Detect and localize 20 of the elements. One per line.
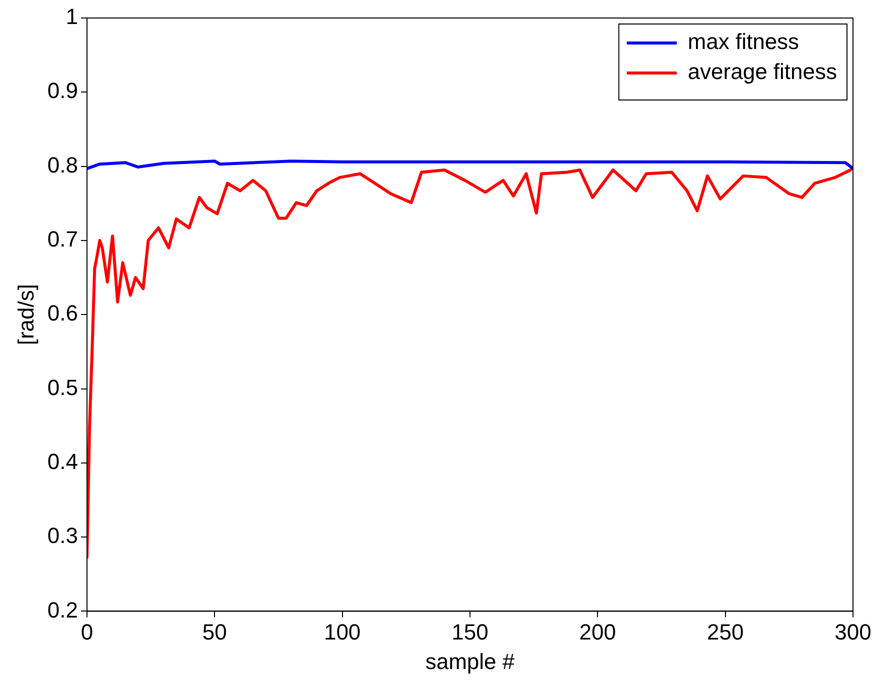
y-tick-label: 0.8 xyxy=(47,152,78,178)
x-tick-label: 50 xyxy=(202,619,227,644)
x-tick-label: 200 xyxy=(579,619,616,644)
legend-label: average fitness xyxy=(688,59,838,84)
y-tick-label: 0.3 xyxy=(47,523,78,548)
y-tick-label: 0.9 xyxy=(47,78,78,104)
x-tick-label: 300 xyxy=(834,619,872,644)
y-tick-label: 1 xyxy=(66,4,78,30)
legend-label: max fitness xyxy=(688,29,800,54)
y-tick-label: 0.7 xyxy=(47,226,78,252)
x-tick-label: 100 xyxy=(324,619,361,644)
y-axis-title: [rad/s] xyxy=(13,284,38,346)
y-tick-label: 0.6 xyxy=(47,300,78,326)
y-tick-label: 0.4 xyxy=(47,448,78,474)
x-tick-label: 0 xyxy=(80,619,94,644)
x-tick-label: 250 xyxy=(706,619,744,644)
y-tick-label: 0.2 xyxy=(47,597,78,622)
x-tick-label: 150 xyxy=(452,619,488,644)
x-axis-title: sample # xyxy=(425,648,516,674)
y-tick-label: 0.5 xyxy=(47,374,78,400)
